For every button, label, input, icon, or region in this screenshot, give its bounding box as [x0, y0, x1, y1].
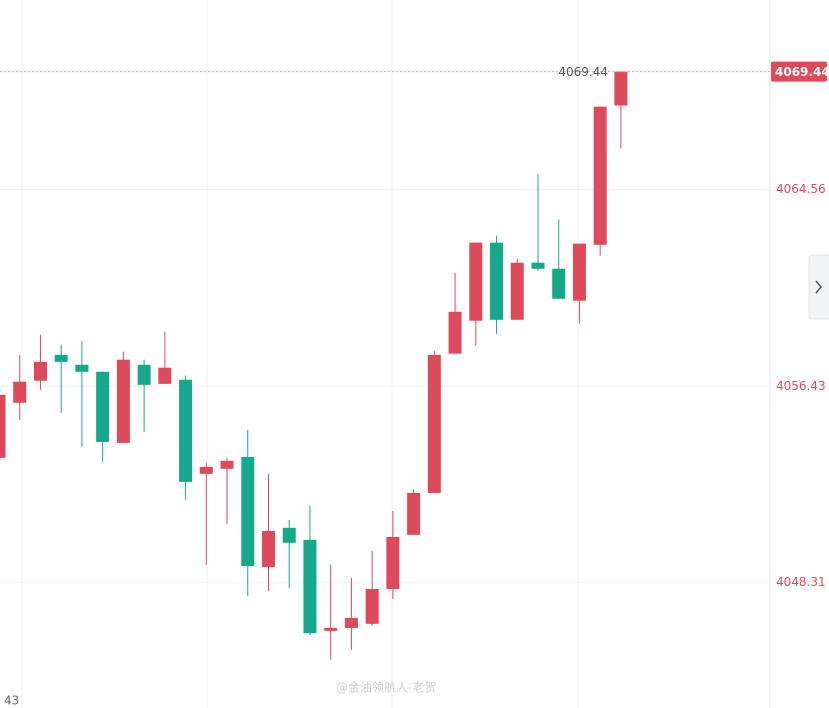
candle-body: [324, 627, 338, 631]
candle-body: [96, 371, 110, 442]
candle-body: [137, 364, 151, 385]
x-tick-label: 43: [4, 694, 19, 708]
vertical-grid: [21, 0, 579, 708]
candle-body: [531, 262, 545, 269]
candle-body: [0, 394, 6, 458]
last-price-annotation: 4069.44: [558, 65, 608, 79]
y-tick-label: 4048.31: [776, 575, 826, 589]
candle-body: [365, 588, 379, 624]
candle-body: [282, 527, 296, 543]
watermark: @金油领航人-老贺: [336, 680, 436, 695]
candle-body: [572, 243, 586, 301]
candle-body: [220, 460, 234, 469]
candle-body: [33, 361, 47, 381]
candle-body: [448, 311, 462, 354]
candle-body: [427, 354, 441, 493]
y-tick-label: 4056.43: [776, 379, 826, 393]
candle-body: [469, 242, 483, 321]
candle-body: [13, 381, 27, 403]
candle-body: [54, 354, 68, 362]
candle-body: [552, 268, 566, 299]
candle-body: [407, 492, 421, 535]
candle-body: [116, 359, 130, 443]
candle-body: [510, 262, 524, 320]
candle-body: [344, 618, 358, 628]
candle-body: [490, 242, 504, 320]
candle-body: [158, 367, 172, 384]
side-toggle[interactable]: [808, 254, 829, 320]
y-tick-label: 4064.56: [776, 182, 826, 196]
candle-body: [303, 539, 317, 634]
last-price-label: 4069.44: [775, 65, 829, 79]
side-toggle-button[interactable]: [808, 254, 829, 320]
arrow-icon: [815, 280, 822, 294]
candle-body: [241, 456, 255, 567]
candle-body: [614, 71, 628, 106]
last-price-badge: [771, 61, 827, 82]
candle-body: [199, 466, 213, 474]
candle-body: [179, 379, 193, 482]
candle-body: [75, 364, 89, 372]
candle-body: [386, 536, 400, 589]
candle-body: [261, 530, 275, 567]
plot: [0, 71, 770, 660]
candle-body: [593, 106, 607, 245]
